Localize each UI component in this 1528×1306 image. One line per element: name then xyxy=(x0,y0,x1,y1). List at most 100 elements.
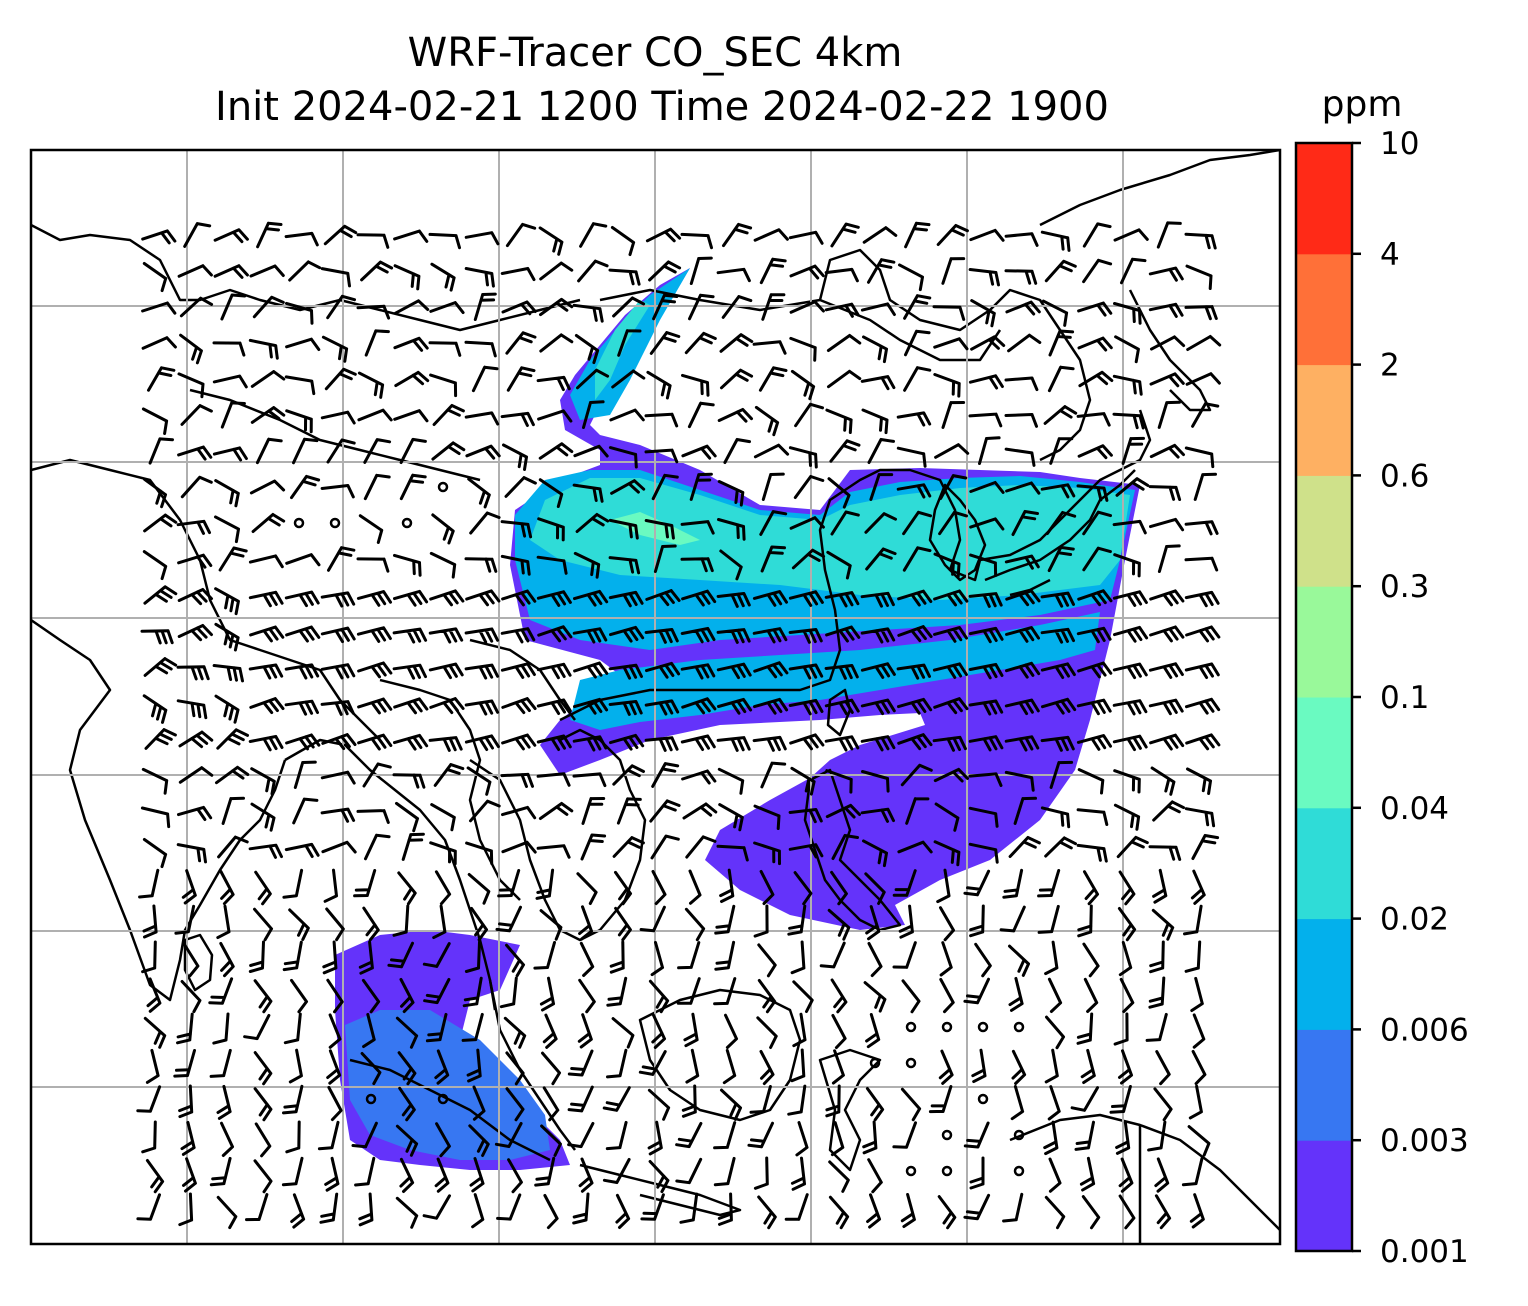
wind-barb xyxy=(1154,1157,1170,1193)
wind-barb xyxy=(393,697,429,715)
wind-barb xyxy=(1076,412,1111,427)
wind-barb xyxy=(1116,835,1149,859)
wind-barb xyxy=(1118,870,1136,906)
colorbar-tick-label: 4 xyxy=(1380,237,1400,273)
wind-barb xyxy=(496,1193,522,1221)
wind-barb xyxy=(719,549,743,581)
wind-barb xyxy=(357,697,393,715)
wind-barb xyxy=(824,591,860,608)
wind-barb xyxy=(433,763,465,787)
wind-barb xyxy=(464,411,500,426)
wind-barb xyxy=(392,773,426,789)
wind-barb xyxy=(904,221,931,249)
wind-barb xyxy=(494,1122,523,1148)
coastline-sea-of-okhotsk xyxy=(1128,289,1212,412)
wind-barb xyxy=(608,700,643,716)
wind-barb xyxy=(143,513,178,533)
coastline-borneo xyxy=(638,988,802,1122)
wind-barb xyxy=(358,514,384,544)
wind-barb xyxy=(327,1086,343,1122)
wind-barb xyxy=(362,906,380,942)
wind-barb xyxy=(428,662,464,680)
wind-barb xyxy=(140,629,174,645)
wind-barb xyxy=(788,663,824,680)
wind-barb xyxy=(865,905,881,941)
wind-barb xyxy=(505,943,525,978)
wind-barb xyxy=(215,765,250,785)
wind-barb xyxy=(680,520,715,535)
wind-barb xyxy=(253,1051,273,1086)
wind-barb xyxy=(539,333,574,353)
wind-barb xyxy=(1191,402,1220,428)
wind-barb xyxy=(354,1156,376,1187)
wind-barb xyxy=(1148,485,1182,501)
wind-barb xyxy=(173,1049,196,1078)
wind-barb xyxy=(865,1013,881,1049)
wind-barb xyxy=(1153,1087,1173,1122)
wind-barb xyxy=(250,767,276,796)
wind-barb xyxy=(1118,1194,1136,1230)
wind-barb xyxy=(1049,760,1074,789)
wind-barb xyxy=(756,1016,778,1049)
wind-barb xyxy=(1004,735,1040,752)
wind-barb xyxy=(573,551,601,579)
wind-barb xyxy=(320,410,356,425)
wind-barb xyxy=(900,1087,922,1122)
wind-barb xyxy=(177,588,213,606)
wind-barb xyxy=(1047,977,1063,1013)
wind-barb xyxy=(145,1048,160,1084)
wind-barb xyxy=(253,1159,273,1194)
wind-barb xyxy=(1191,834,1220,860)
wind-barb xyxy=(214,515,240,544)
wind-barb xyxy=(288,908,310,941)
wind-barb-calm xyxy=(941,1129,953,1141)
wind-barb xyxy=(285,553,321,567)
wind-barb xyxy=(615,1193,631,1229)
wind-barb xyxy=(932,662,968,679)
wind-barb xyxy=(650,834,680,860)
wind-barb xyxy=(143,1016,167,1049)
wind-barb xyxy=(651,473,679,501)
wind-barb xyxy=(284,590,320,608)
map-frame xyxy=(29,148,1282,1246)
wind-barb xyxy=(1149,733,1185,751)
wind-barb xyxy=(860,375,896,391)
wind-barb xyxy=(179,333,203,365)
wind-barb xyxy=(867,942,883,978)
wind-barb xyxy=(1002,1192,1024,1223)
wind-barb xyxy=(214,694,240,724)
wind-barb xyxy=(865,1087,885,1122)
wind-barb xyxy=(968,592,1003,608)
wind-barb xyxy=(716,736,751,752)
wind-barb xyxy=(464,557,498,573)
wind-barb xyxy=(142,694,168,724)
wind-barb xyxy=(364,833,391,861)
wind-barb xyxy=(358,1192,374,1227)
wind-barb xyxy=(539,261,574,281)
wind-barb xyxy=(212,446,248,462)
wind-barb xyxy=(687,401,715,429)
wind-barb xyxy=(1147,1120,1167,1152)
wind-barb xyxy=(790,766,816,796)
wind-barb xyxy=(1005,626,1040,643)
wind-barb xyxy=(897,733,933,751)
wind-barb xyxy=(898,263,924,292)
wind-barb xyxy=(1113,803,1141,831)
wind-barb xyxy=(933,626,968,643)
wind-barb xyxy=(650,941,664,977)
wind-barb-calm xyxy=(941,1021,953,1033)
wind-barb xyxy=(933,337,969,351)
wind-barb xyxy=(148,437,174,465)
wind-barb xyxy=(572,483,604,503)
wind-barb xyxy=(1070,1086,1099,1112)
wind-barb xyxy=(901,979,921,1014)
wind-barb xyxy=(464,340,497,358)
wind-barb xyxy=(896,483,932,499)
wind-barb xyxy=(680,734,716,751)
wind-barb xyxy=(362,762,392,788)
wind-barb xyxy=(902,510,932,536)
wind-barb xyxy=(866,1193,881,1229)
wind-barb xyxy=(900,1193,916,1228)
wind-barb xyxy=(1121,436,1145,465)
wind-barb xyxy=(536,662,572,680)
